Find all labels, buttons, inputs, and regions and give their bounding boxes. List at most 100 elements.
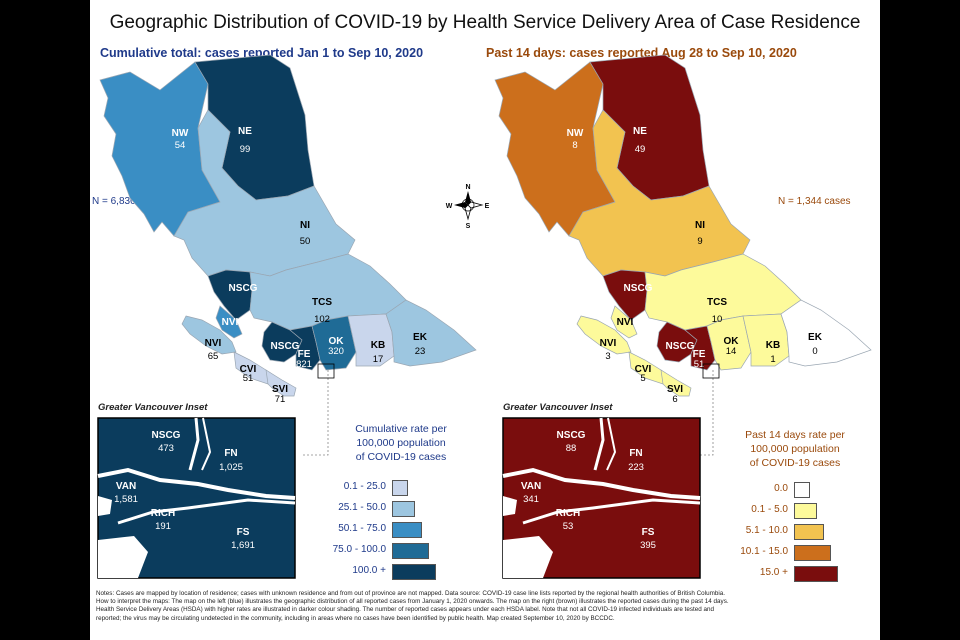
region-label: CVI — [635, 364, 652, 375]
region-value: 6 — [672, 394, 677, 405]
page-title: Geographic Distribution of COVID-19 by H… — [109, 12, 861, 33]
right-legend-title-line: of COVID-19 cases — [749, 457, 841, 469]
region-label: TCS — [312, 297, 332, 308]
inset-region-label: RICH — [556, 508, 580, 519]
region-nvi — [610, 305, 638, 339]
right-subtitle: Past 14 days: cases reported Aug 28 to S… — [486, 46, 797, 60]
region-label: OK — [724, 336, 740, 347]
fraser-river — [117, 498, 296, 525]
legend-row: 75.0 - 100.0 — [326, 543, 466, 559]
inset-region-value: 191 — [155, 521, 171, 532]
region-label: FE — [298, 349, 311, 360]
region-nscg — [207, 269, 253, 321]
legend-row: 50.1 - 75.0 — [326, 522, 466, 538]
region-nvi — [215, 305, 243, 339]
legend-label: 75.0 - 100.0 — [332, 544, 386, 555]
notes: Notes: Cases are mapped by location of r… — [96, 590, 876, 623]
inset-region-label: NSCG — [152, 430, 181, 441]
region-svi — [660, 369, 692, 397]
right-case-count: N = 1,344 cases — [778, 196, 851, 207]
legend-row: 5.1 - 10.0 — [728, 524, 868, 540]
legend-label: 10.1 - 15.0 — [740, 546, 788, 557]
region-label: NE — [633, 126, 647, 137]
legend-swatch — [794, 503, 817, 519]
legend-row: 15.0 + — [728, 566, 868, 582]
region-label: OK — [329, 336, 345, 347]
region-label: NSCG — [229, 283, 258, 294]
pitt-river — [201, 417, 212, 471]
region-label: NVI — [617, 317, 634, 328]
pitt-river — [606, 417, 617, 471]
region-label: NVI — [222, 317, 239, 328]
map-canvas: { "title": "Geographic Distribution of C… — [90, 0, 880, 640]
english-bay — [503, 496, 517, 516]
burrard-inlet — [97, 467, 296, 500]
region-label: NI — [300, 220, 310, 231]
legend-label: 15.0 + — [759, 567, 788, 578]
region-svi — [265, 369, 297, 397]
region-value: 102 — [314, 314, 330, 325]
region-label: TCS — [707, 297, 727, 308]
left-legend-title: Cumulative rate per 100,000 population o… — [326, 422, 476, 464]
legend-swatch — [794, 482, 810, 498]
left-inset-title: Greater Vancouver Inset — [98, 402, 208, 413]
region-value: 51 — [694, 359, 705, 370]
region-nscg — [602, 269, 648, 321]
region-label: NVI — [205, 338, 222, 349]
left-inset-map: NSCG 473 FN 1,025 VAN 1,581 RICH 191 FS 1,691 — [97, 417, 296, 579]
region-label: NSCG — [666, 341, 695, 352]
region-value: 320 — [328, 346, 344, 357]
legend-swatch — [794, 524, 824, 540]
inset-region-label: FS — [642, 527, 655, 538]
legend-row: 10.1 - 15.0 — [728, 545, 868, 561]
inset-region-value: 88 — [566, 443, 577, 454]
left-legend-title-line: of COVID-19 cases — [355, 451, 447, 463]
region-label: KB — [766, 340, 780, 351]
region-label: NE — [238, 126, 252, 137]
region-label: NSCG — [271, 341, 300, 352]
region-value: 71 — [275, 394, 286, 405]
legend-row: 100.0 + — [326, 564, 466, 580]
left-subtitle: Cumulative total: cases reported Jan 1 t… — [100, 46, 424, 60]
legend-label: 50.1 - 75.0 — [338, 523, 386, 534]
legend-swatch — [392, 501, 415, 517]
legend-label: 5.1 - 10.0 — [745, 525, 788, 536]
compass-w: W — [446, 203, 453, 210]
georgia-strait — [503, 536, 553, 578]
legend-swatch — [392, 480, 408, 496]
region-value: 23 — [415, 346, 426, 357]
region-value: 10 — [712, 314, 723, 325]
region-label: EK — [413, 332, 428, 343]
georgia-strait — [98, 536, 148, 578]
legend-swatch — [392, 543, 429, 559]
inset-region-value: 1,691 — [231, 540, 255, 551]
legend-label: 100.0 + — [352, 565, 386, 576]
legend-swatch — [392, 564, 436, 580]
legend-row: 0.0 — [728, 482, 868, 498]
region-label: CVI — [240, 364, 257, 375]
notes-line: reported; the virus may be circulating u… — [96, 614, 615, 622]
region-value: 17 — [373, 354, 384, 365]
left-legend-title-line: Cumulative rate per — [355, 423, 447, 435]
legend-swatch — [794, 566, 838, 582]
region-label: SVI — [667, 384, 683, 395]
region-value: 821 — [296, 359, 312, 370]
inset-region-label: FN — [629, 448, 642, 459]
region-label: NVI — [600, 338, 617, 349]
region-value: 99 — [240, 144, 251, 155]
right-inset-map: NSCG 88 FN 223 VAN 341 RICH 53 FS 395 — [502, 417, 701, 579]
region-nvi — [576, 315, 632, 355]
fraser-river — [522, 498, 701, 525]
legend-swatch — [794, 545, 831, 561]
region-label: NW — [172, 128, 189, 139]
inset-region-value: 473 — [158, 443, 174, 454]
region-value: 9 — [697, 236, 702, 247]
inset-region-value: 341 — [523, 494, 539, 505]
compass-e: E — [485, 203, 490, 210]
region-ek — [385, 299, 477, 367]
inset-region-label: RICH — [151, 508, 175, 519]
region-value: 51 — [243, 373, 254, 384]
legend-swatch — [392, 522, 422, 538]
region-label: KB — [371, 340, 385, 351]
region-value: 3 — [605, 351, 610, 362]
